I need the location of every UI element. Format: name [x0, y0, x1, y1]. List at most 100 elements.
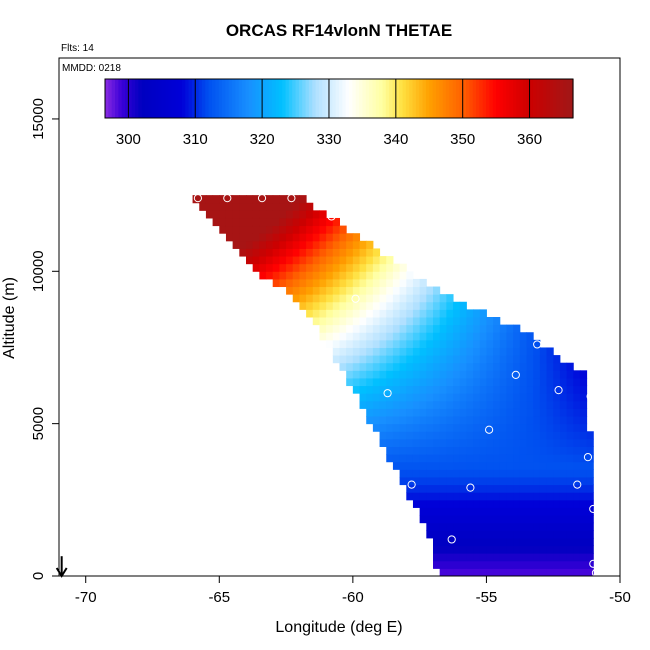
heatmap-cell [553, 423, 561, 432]
heatmap-cell [573, 385, 581, 394]
heatmap-cell [406, 278, 414, 288]
colorbar-segment [148, 79, 153, 118]
heatmap-cell [546, 377, 554, 387]
heatmap-cell [493, 492, 501, 501]
heatmap-cell [526, 568, 534, 577]
heatmap-cell [459, 476, 467, 486]
heatmap-cell [372, 317, 381, 326]
heatmap-cell [359, 317, 367, 326]
heatmap-cell [272, 202, 280, 211]
heatmap-cell [513, 507, 521, 516]
colorbar-segment [349, 79, 353, 118]
colorbar-segment [402, 79, 407, 118]
colorbar-segment [121, 79, 126, 118]
heatmap-cell [286, 233, 294, 242]
heatmap-cell [279, 225, 287, 234]
heatmap-cell [473, 545, 481, 554]
heatmap-cell [312, 233, 320, 242]
heatmap-cell [359, 248, 367, 257]
heatmap-cell [286, 256, 294, 265]
heatmap-cell [433, 294, 441, 303]
heatmap-cell [539, 499, 548, 508]
plot-frame [58, 57, 621, 577]
heatmap-cell [346, 317, 354, 326]
heatmap-cell [579, 446, 588, 455]
heatmap-cell [513, 400, 521, 409]
heatmap-cell [519, 553, 527, 562]
heatmap-cell [539, 347, 548, 356]
heatmap-cell [553, 431, 561, 440]
heatmap-cell [426, 446, 434, 455]
heatmap-cell [426, 484, 434, 493]
heatmap-cell [479, 393, 487, 402]
heatmap-cell [539, 355, 548, 364]
heatmap-cell [426, 286, 434, 295]
heatmap-cell [439, 530, 447, 539]
heatmap-cell [366, 324, 374, 333]
heatmap-cell [533, 499, 541, 508]
heatmap-cell [312, 301, 320, 310]
heatmap-cell [559, 530, 568, 539]
heatmap-cell [566, 492, 574, 501]
heatmap-cell [479, 507, 487, 516]
heatmap-cell [446, 553, 454, 562]
heatmap-cell [426, 339, 434, 348]
heatmap-cell [486, 317, 494, 326]
flight-point [383, 389, 392, 398]
heatmap-cell [506, 347, 514, 356]
heatmap-cell [486, 484, 494, 493]
heatmap-cell [252, 248, 260, 257]
heatmap-cell [439, 294, 447, 303]
heatmap-cell [446, 568, 454, 577]
colorbar-segment [456, 79, 460, 118]
heatmap-cell [286, 225, 294, 234]
heatmap-cell [232, 217, 240, 227]
heatmap-cell [459, 339, 467, 348]
heatmap-cell [499, 400, 507, 409]
heatmap-cell [352, 355, 361, 364]
heatmap-cell [533, 446, 541, 455]
heatmap-cell [446, 438, 454, 447]
heatmap-cell [506, 355, 514, 364]
heatmap-cell [446, 294, 454, 303]
heatmap-cell [346, 294, 354, 303]
heatmap-cell [466, 476, 474, 486]
heatmap-cell [339, 301, 347, 310]
heatmap-cell [493, 522, 501, 531]
heatmap-cell [499, 438, 507, 447]
heatmap-cell [446, 324, 454, 333]
colorbar-segment [145, 79, 150, 118]
flight-point [447, 535, 456, 544]
heatmap-cell [239, 202, 247, 211]
heatmap-cell [513, 362, 521, 371]
colorbar-segment [345, 79, 350, 118]
heatmap-cell [433, 301, 441, 310]
heatmap-cell [486, 537, 494, 547]
heatmap-cell [372, 324, 381, 333]
heatmap-cell [366, 240, 374, 249]
colorbar-segment [191, 79, 196, 118]
heatmap-cell [346, 256, 354, 265]
heatmap-cell [279, 248, 287, 257]
heatmap-cell [392, 263, 401, 272]
heatmap-cell [546, 507, 554, 516]
heatmap-cell [239, 233, 247, 242]
heatmap-cell [553, 499, 561, 508]
heatmap-cell [519, 537, 527, 547]
heatmap-cell [419, 400, 427, 409]
heatmap-cell [339, 362, 347, 371]
heatmap-cell [359, 385, 367, 394]
heatmap-cell [392, 370, 401, 379]
heatmap-cell [419, 385, 427, 394]
heatmap-cell [533, 537, 541, 547]
heatmap-cell [473, 423, 481, 432]
heatmap-cell [526, 393, 534, 402]
heatmap-cell [252, 225, 260, 234]
colorbar-segment [181, 79, 186, 118]
heatmap-cell [453, 454, 461, 463]
heatmap-cell [453, 438, 461, 447]
heatmap-cell [433, 400, 441, 409]
heatmap-cell [292, 286, 300, 295]
heatmap-cell [332, 332, 340, 341]
heatmap-cell [433, 515, 441, 524]
